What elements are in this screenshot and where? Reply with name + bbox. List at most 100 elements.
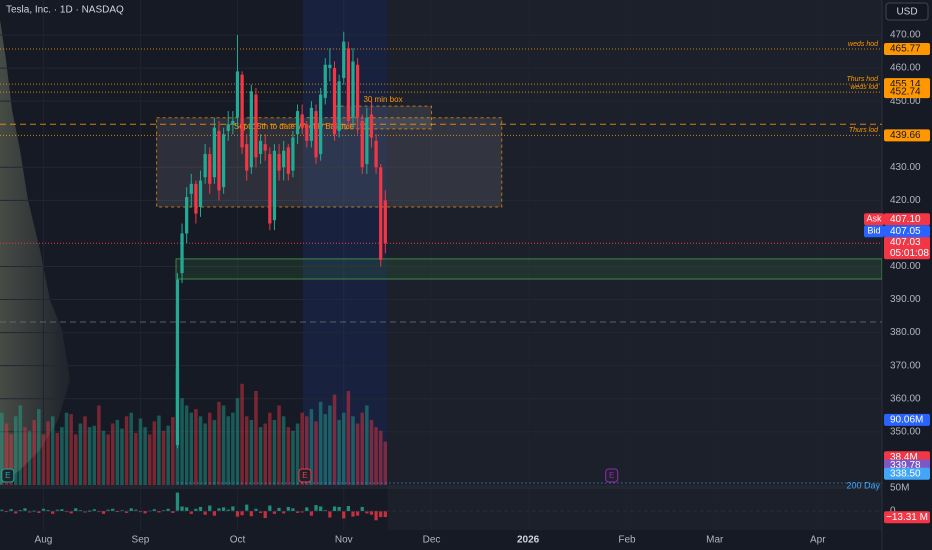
candle-body [180,233,184,274]
candle-body [189,183,193,194]
volume-bar [18,405,23,485]
oscillator-bar [217,508,221,512]
event-label: E [609,471,614,480]
countdown-label: 05:01:08 [890,248,929,259]
oscillator-bar [37,511,41,513]
ma-tag-label: 338.50 [890,468,921,479]
volume-bar [258,427,263,485]
candle-body [323,64,327,98]
candle-body [351,61,355,118]
oscillator-bar [328,511,332,518]
oscillator-bar [374,511,378,521]
volume-tag [884,413,930,426]
oscillator-bar [83,511,87,513]
oscillator-bar [189,511,193,514]
oscillator-bar [235,511,240,517]
volume-bar [0,412,4,485]
y-tick-label: 360.00 [890,393,921,404]
candle-body [212,127,216,178]
ma-label: 200 Day [846,480,880,490]
volume-bar [87,427,92,485]
volume-bar [208,412,212,485]
oscillator-bar [319,506,323,512]
x-tick-label: Nov [335,535,353,546]
oscillator-bar [379,511,383,518]
volume-bar [221,405,226,485]
oscillator-bar [351,511,355,517]
oscillator-bar [129,508,133,512]
oscillator-bar [332,506,337,512]
currency-label[interactable]: USD [896,7,917,18]
oscillator-bar [92,509,96,512]
y-tick-label: 400.00 [890,261,921,272]
volume-bar [157,415,161,485]
candle-body [258,140,263,155]
volume-bar [189,412,194,485]
volume-bar [374,427,378,485]
oscillator-bar [309,511,314,516]
bid-label: 407.05 [890,226,921,237]
oscillator-bar [88,510,92,512]
volume-bar [83,416,87,485]
volume-bar [332,394,337,485]
x-tick-label: Dec [423,535,441,546]
bid-name: Bid [867,226,880,236]
x-tick-label: Mar [706,535,724,546]
oscillator-bar [0,509,4,512]
volume-bar [318,401,323,485]
volume-bar [143,427,147,485]
volume-bar [249,419,254,485]
oscillator-bar [143,511,147,514]
oscillator-bar [346,506,350,512]
volume-bar [152,421,157,485]
symbol-title: Tesla, Inc. · 1D · NASDAQ [6,5,124,16]
volume-bar [309,409,314,485]
volume-bar [346,391,351,485]
volume-bar [13,416,18,485]
level-name: Thurs lod [849,127,879,134]
oscillator-bar [291,508,295,512]
oscillator-bar [194,508,198,512]
event-label: E [5,471,10,480]
oscillator-bar [305,507,309,512]
candle-body [249,91,253,168]
volume-bar [369,419,374,485]
candle-body [198,180,203,207]
ask-name: Ask [866,214,882,224]
oscillator-bar [277,507,281,512]
zone-label: 30 min box [363,95,402,104]
oscillator-bar [295,511,300,513]
candle-body [286,147,290,174]
x-tick-label: Aug [35,535,53,546]
x-tick-label: Feb [618,535,636,546]
oscillator-bar [157,511,161,513]
oscillator-bar [272,511,277,514]
volume-bar [263,423,267,485]
volume-bar [129,412,133,485]
volume-bar [55,432,60,485]
oscillator-bar [134,509,138,512]
oscillator-bar [369,511,374,515]
candle-body [272,150,277,221]
oscillator-bar [60,509,64,512]
highlight-band [302,0,388,485]
oscillator-bar [101,511,106,514]
oscillator-bar [166,508,170,512]
oscillator-bar [314,505,318,512]
candle-body [208,154,212,184]
volume-bar [231,412,235,485]
oscillator-tick-label: 50M [890,483,909,494]
candle-body [360,121,364,168]
volume-bar [184,405,189,485]
oscillator-bar [300,511,304,513]
oscillator-bar [268,505,272,512]
price-pane: Sept 15th to date Weekly Balance 30 min b… [0,0,882,485]
oscillator-bar [175,492,180,512]
volume-bar [194,409,198,485]
oscillator-bar [18,510,22,512]
volume-bar [4,423,9,485]
volume-bar [217,401,221,485]
y-tick-label: 470.00 [890,30,921,41]
currency-button[interactable] [885,2,929,21]
x-tick-label: 2026 [517,535,540,546]
